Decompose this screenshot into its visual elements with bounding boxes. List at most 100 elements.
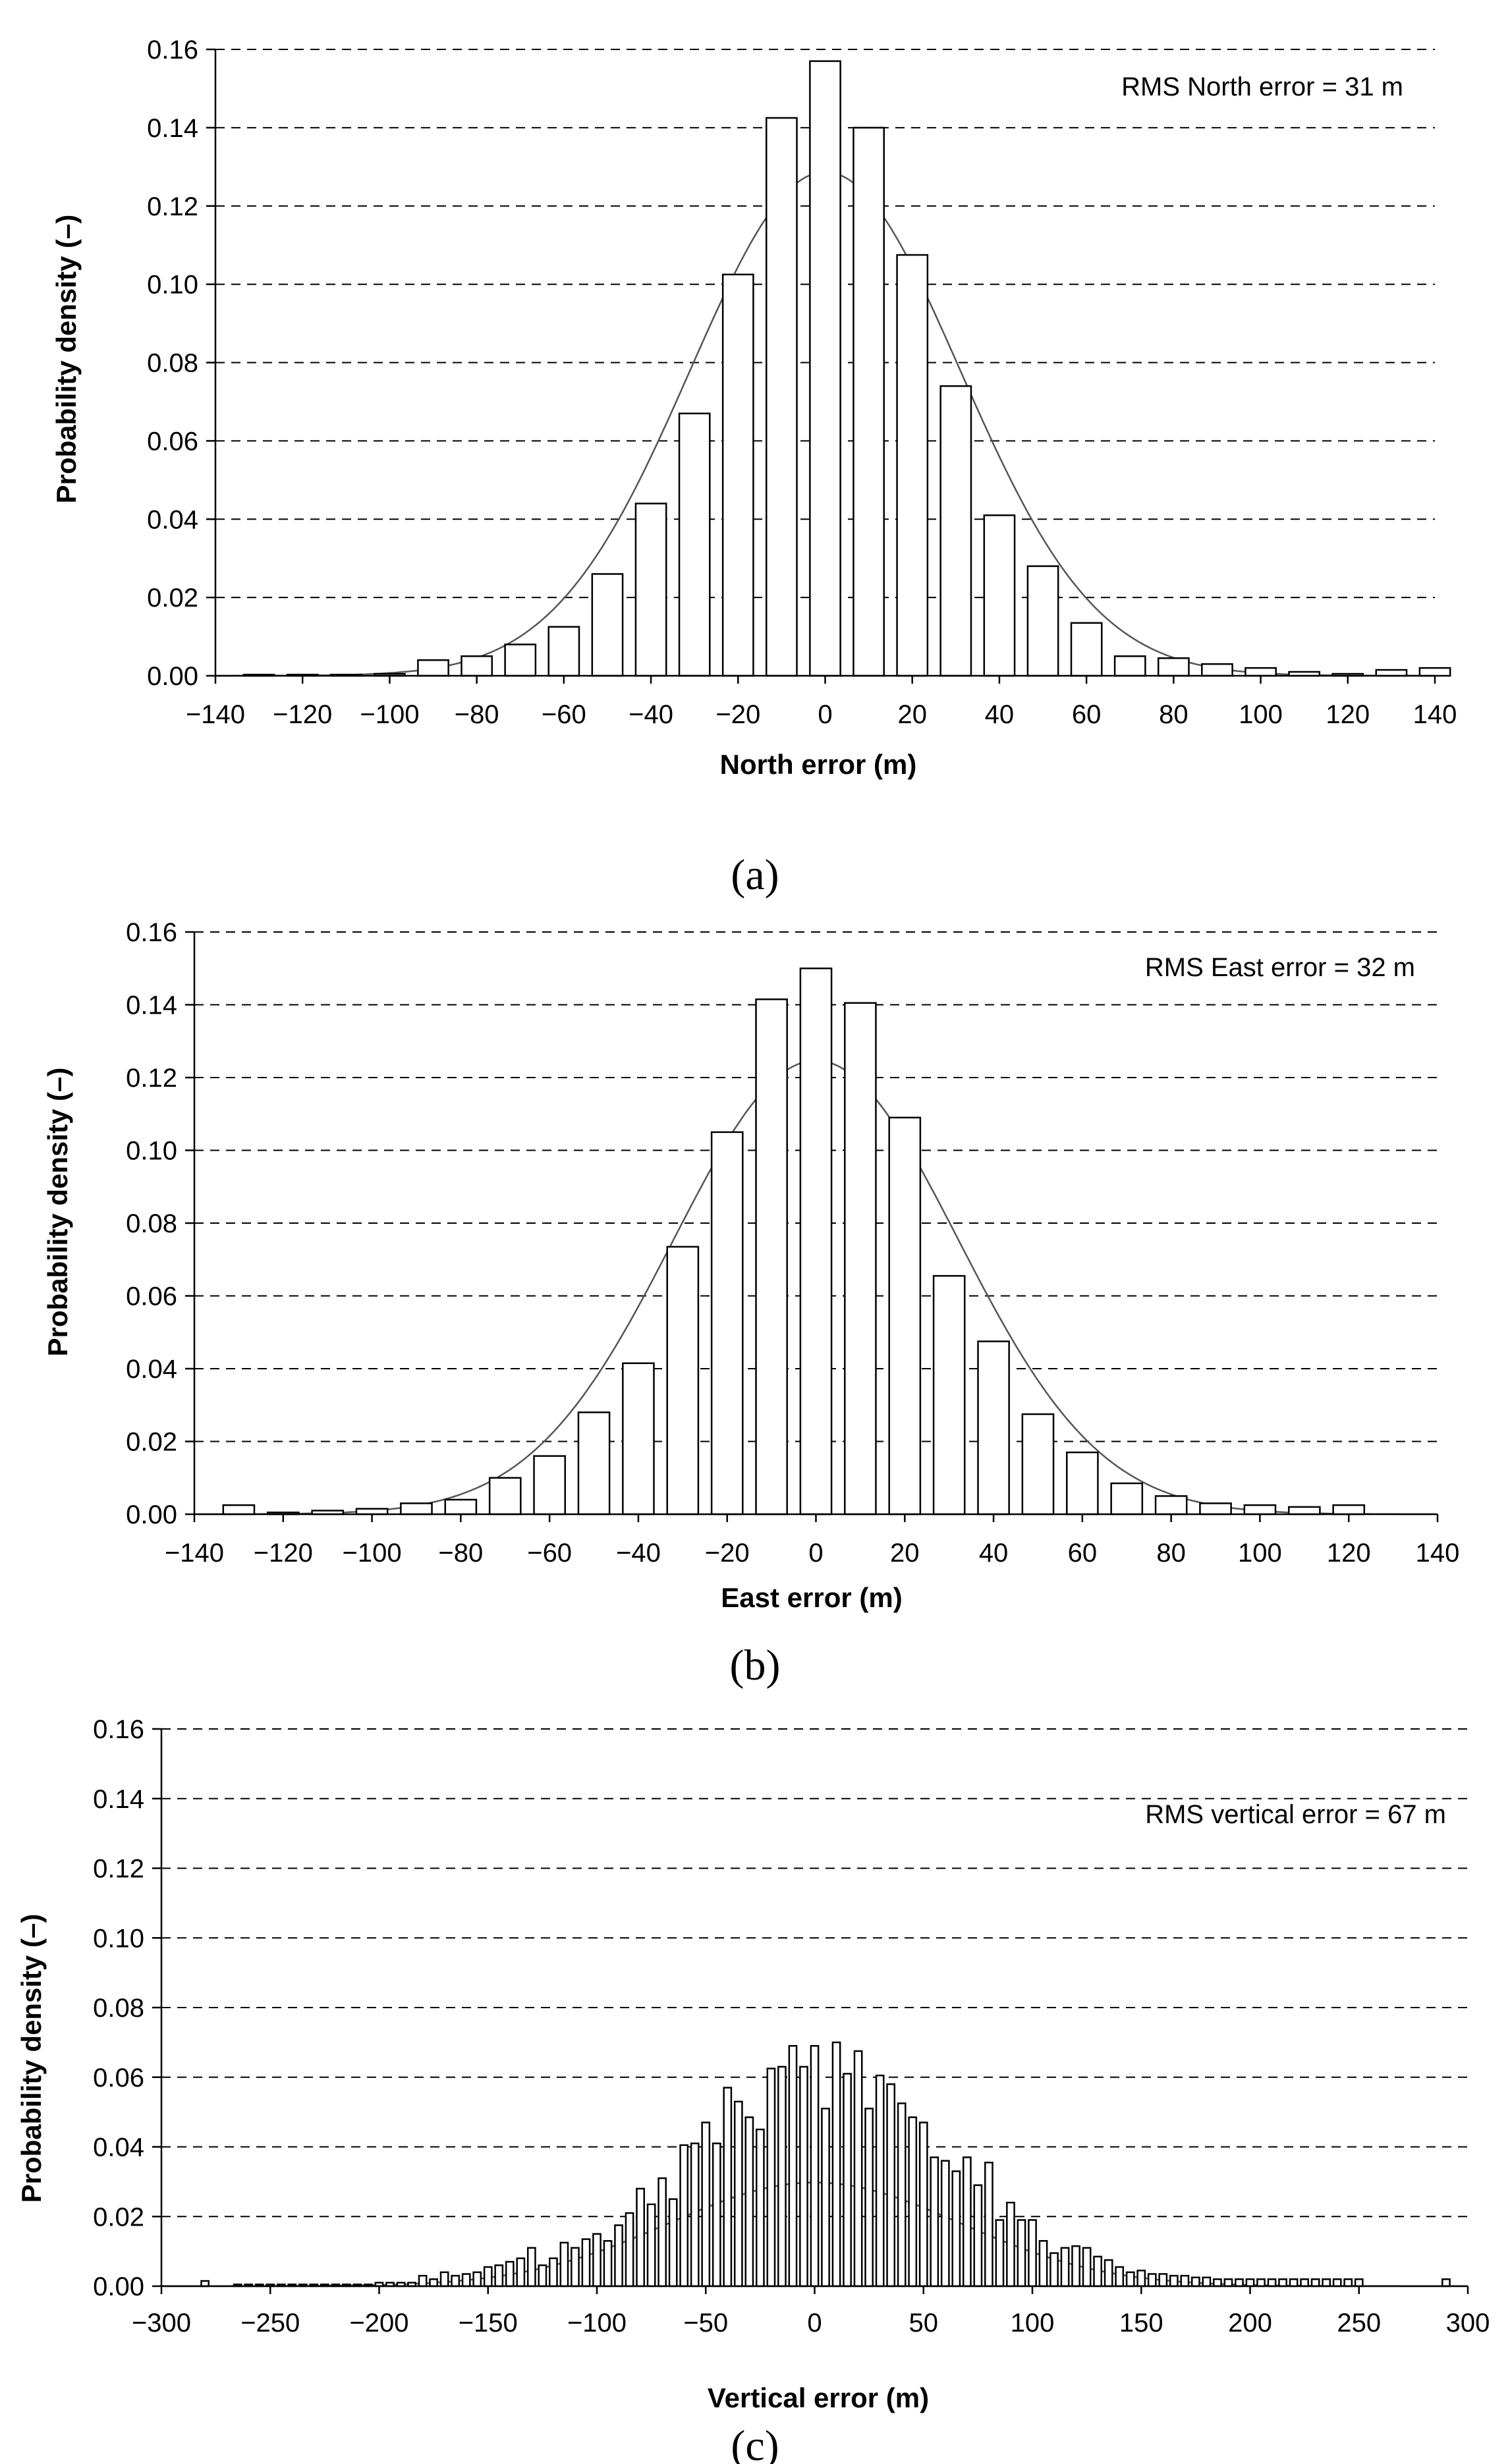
panel-c-bar (1202, 2276, 1212, 2287)
panel-a-bar (634, 503, 667, 677)
panel-a-ytick-label: 0.16 (147, 36, 198, 65)
panel-a-xtick-label: 140 (1413, 700, 1457, 729)
panel-b-bar (1066, 1451, 1099, 1516)
panel-b-bar (710, 1131, 744, 1516)
panel-a-bar (1157, 657, 1190, 677)
panel-c-bar (1125, 2271, 1135, 2287)
panel-c-bar (516, 2257, 526, 2287)
panel-c-bar (1235, 2278, 1244, 2287)
panel-c-bar (690, 2142, 700, 2287)
panel-c-annotation: RMS vertical error = 67 m (1145, 1800, 1446, 1829)
panel-a-xtick-label: −80 (455, 700, 499, 729)
panel-b-bars (222, 968, 1366, 1516)
panel-c-xtick-label: 250 (1337, 2309, 1381, 2338)
panel-c-xtick-label: −300 (132, 2309, 191, 2338)
panel-a-xtick-label: −100 (360, 700, 419, 729)
panel-c-bar (439, 2271, 449, 2287)
panel-a-bar (1418, 667, 1451, 677)
panel-b-xtick-label: −80 (438, 1539, 483, 1568)
panel-a-bar (983, 514, 1016, 677)
panel-c-bar (614, 2224, 623, 2287)
panel-a-ytick-label: 0.12 (147, 192, 198, 221)
panel-b-ytick-label: 0.04 (126, 1355, 177, 1384)
panel-c-bar (1093, 2255, 1103, 2287)
panel-c-xtick-label: 100 (1011, 2309, 1055, 2338)
panel-a-ytick-label: 0.02 (147, 584, 198, 613)
panel-a-xtick-label: 20 (897, 700, 927, 729)
panel-b-bar (1021, 1413, 1055, 1516)
panel-c-bar (701, 2122, 711, 2287)
panel-b-bar (222, 1504, 256, 1516)
panel-c-bar (864, 2108, 874, 2287)
panel-b-bar (799, 968, 833, 1516)
panel-c-bar (1223, 2278, 1233, 2287)
panel-c-bar (995, 2219, 1005, 2287)
panel-b-ytick-label: 0.06 (126, 1282, 177, 1311)
panel-a-xtick-label: −40 (629, 700, 673, 729)
panel-c-ytick-label: 0.00 (93, 2272, 144, 2301)
panel-a-xtick-label: 40 (985, 700, 1015, 729)
panel-c-bar (777, 2066, 787, 2287)
panel-c-bar (875, 2074, 885, 2287)
panel-b-label: (b) (730, 1641, 781, 1689)
panel-c-bar (646, 2203, 656, 2287)
panel-b-xtick-label: 140 (1416, 1539, 1460, 1568)
panel-c-bar (1169, 2274, 1179, 2287)
panel-c-bar (505, 2260, 515, 2287)
panel-c-bar (668, 2198, 678, 2287)
panel-c-xtick-label: −50 (683, 2309, 728, 2338)
panel-b-bar (488, 1477, 522, 1516)
panel-b-ytick-label: 0.00 (126, 1500, 177, 1529)
panel-b-xtick-label: −140 (165, 1539, 224, 1568)
panel-c-bar (1332, 2278, 1342, 2287)
panel-c-bar (472, 2271, 482, 2287)
panel-b-yticks: 0.00 0.02 0.04 0.06 0.08 0.10 0.12 0.14 0.16 (126, 918, 194, 1529)
panel-c-bar (712, 2142, 721, 2287)
panel-b-bar (1332, 1504, 1366, 1516)
panel-a-ylabel: Probability density (–) (51, 215, 82, 504)
panel-b-ytick-label: 0.14 (126, 991, 177, 1020)
panel-c-bar (733, 2100, 743, 2287)
panel-c-bar (853, 2050, 863, 2287)
panel-a-ytick-label: 0.08 (147, 349, 198, 378)
panel-a-bar (504, 643, 537, 677)
panel-c-bar (843, 2073, 852, 2287)
panel-c-ytick-label: 0.14 (93, 1785, 144, 1814)
panel-a-bar (1026, 565, 1059, 677)
panel-c-bar (1017, 2219, 1026, 2287)
panel-c-xtick-label: −150 (459, 2309, 518, 2338)
panel-c-bar (788, 2044, 798, 2287)
panel-c-bar (1006, 2201, 1015, 2287)
panel-a-bar (1244, 667, 1277, 677)
panel-a-bar (1375, 669, 1408, 677)
panel-c-bar (526, 2247, 536, 2287)
panel-c-xtick-label: −100 (567, 2309, 627, 2338)
panel-c-bar (1136, 2269, 1146, 2287)
panel-c-ytick-label: 0.16 (93, 1715, 144, 1744)
panel-b-xtick-label: 120 (1327, 1539, 1371, 1568)
panel-a-bars (242, 60, 1451, 677)
panel-c-bar (821, 2108, 830, 2287)
panel-c-bar (592, 2233, 601, 2287)
panel-c-bar (1278, 2278, 1287, 2287)
panel-b-ylabel: Probability density (–) (42, 1068, 73, 1357)
panel-c-bar (766, 2067, 776, 2287)
panel-c-bar (451, 2274, 461, 2287)
panel-c-bar (1191, 2276, 1200, 2287)
panel-b-xtick-label: −20 (705, 1539, 750, 1568)
panel-c-bar (1158, 2273, 1168, 2287)
panel-c-bar (1104, 2259, 1113, 2287)
panel-c-bar (1245, 2278, 1255, 2287)
panel-b-annotation: RMS East error = 32 m (1145, 953, 1415, 982)
panel-b-xtick-label: 60 (1068, 1539, 1098, 1568)
panel-a: 0.00 0.02 0.04 0.06 0.08 0.10 0.12 0.14 0.16 −14… (51, 36, 1457, 899)
panel-c-bar (973, 2184, 983, 2287)
panel-c-bar (831, 2041, 841, 2287)
panel-c-bar (951, 2170, 961, 2287)
panel-c-label: (c) (731, 2422, 779, 2464)
panel-c-bar (940, 2160, 950, 2287)
panel-a-bar (809, 60, 841, 677)
panel-c-bar (1028, 2219, 1037, 2287)
panel-b-ytick-label: 0.12 (126, 1064, 177, 1093)
panel-b-bar (888, 1116, 922, 1516)
